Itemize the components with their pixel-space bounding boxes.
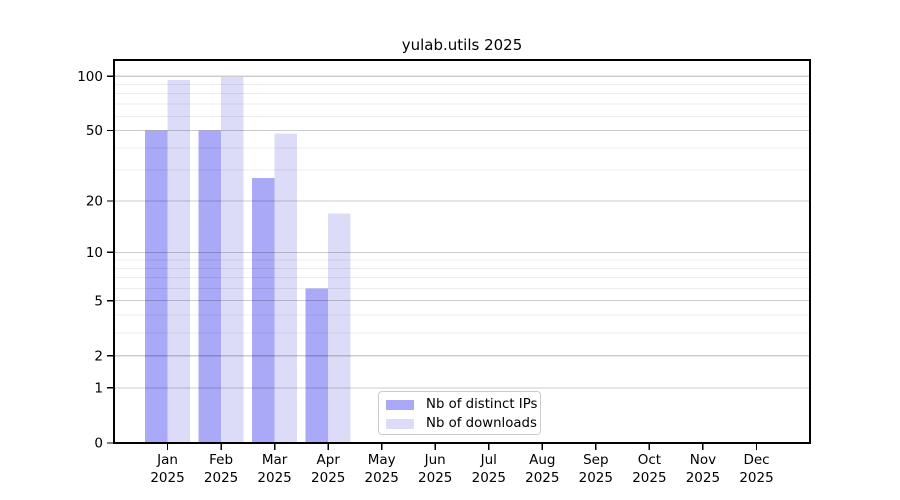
- legend-item-distinct-ips: Nb of distinct IPs: [386, 395, 540, 414]
- x-tick-label-month: Apr: [317, 452, 341, 468]
- x-tick-label-month: Oct: [638, 452, 661, 468]
- x-tick-label-year: 2025: [204, 470, 238, 486]
- x-tick-label-year: 2025: [472, 470, 506, 486]
- axes-spines: [113, 59, 811, 444]
- x-tick-label-year: 2025: [365, 470, 399, 486]
- x-tick-label-year: 2025: [579, 470, 613, 486]
- x-tick-label-month: Jun: [424, 452, 446, 468]
- x-tick-label-year: 2025: [686, 470, 720, 486]
- y-tick-label: 0: [94, 436, 103, 452]
- x-tick-label-month: Aug: [529, 452, 555, 468]
- x-tick-label-month: Feb: [209, 452, 233, 468]
- bar-jan-downloads: [167, 80, 190, 443]
- legend-item-downloads: Nb of downloads: [386, 414, 540, 433]
- y-tick-label: 2: [94, 348, 103, 364]
- bar-jan-distinct-ips: [145, 130, 168, 443]
- x-tick-label-month: Sep: [583, 452, 608, 468]
- legend: Nb of distinct IPs Nb of downloads: [378, 391, 541, 435]
- x-tick-label-month: Mar: [262, 452, 288, 468]
- x-tick-label-month: Jul: [480, 452, 497, 468]
- x-tick-label-year: 2025: [739, 470, 773, 486]
- y-tick-label: 50: [86, 123, 103, 139]
- y-tick-label: 20: [86, 194, 103, 210]
- bar-mar-distinct-ips: [252, 178, 275, 443]
- legend-label-distinct-ips: Nb of distinct IPs: [426, 397, 538, 412]
- x-tick-label-year: 2025: [150, 470, 184, 486]
- x-tick-label-year: 2025: [632, 470, 666, 486]
- legend-swatch-distinct-ips-icon: [386, 399, 414, 410]
- legend-swatch-downloads-icon: [386, 418, 414, 429]
- x-tick-label-year: 2025: [257, 470, 291, 486]
- y-tick-label: 1: [94, 381, 103, 397]
- bar-apr-distinct-ips: [305, 288, 329, 443]
- y-tick-label: 100: [77, 69, 103, 85]
- bar-feb-distinct-ips: [198, 130, 222, 443]
- x-tick-label-month: May: [368, 452, 396, 468]
- y-tick-label: 5: [94, 293, 103, 309]
- bar-mar-downloads: [274, 133, 298, 443]
- x-tick-label-month: Nov: [690, 452, 716, 468]
- legend-label-downloads: Nb of downloads: [426, 416, 537, 431]
- x-tick-label-month: Jan: [156, 452, 178, 468]
- x-tick-label-year: 2025: [418, 470, 452, 486]
- x-tick-label-year: 2025: [525, 470, 559, 486]
- chart-title: yulab.utils 2025: [401, 36, 523, 54]
- x-tick-label-month: Dec: [743, 452, 769, 468]
- bar-apr-downloads: [328, 213, 351, 443]
- y-tick-label: 10: [86, 245, 103, 261]
- x-tick-label-year: 2025: [311, 470, 345, 486]
- bar-feb-downloads: [221, 77, 244, 443]
